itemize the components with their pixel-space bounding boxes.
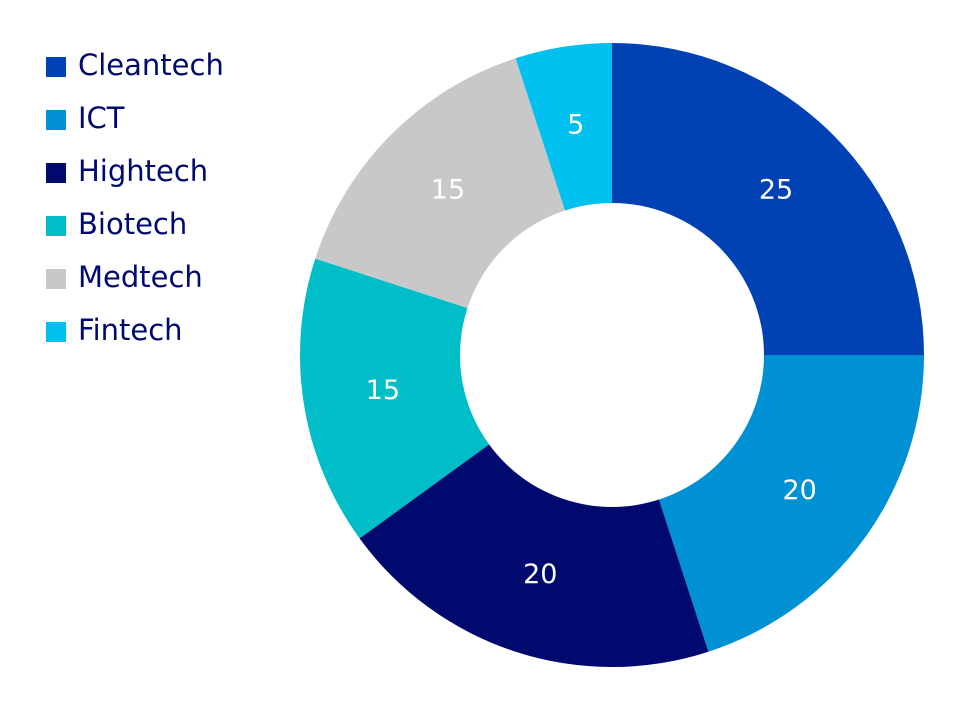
value-label: 5 [567, 109, 584, 140]
value-label: 25 [759, 174, 793, 205]
donut-slice [300, 258, 490, 539]
value-label: 15 [431, 174, 465, 205]
legend-text: ICT [78, 101, 125, 135]
legend-swatch [46, 216, 66, 236]
donut-slice [515, 43, 612, 211]
legend-text: Biotech [78, 207, 187, 241]
legend-text: Cleantech [78, 48, 224, 82]
donut-slice [658, 355, 924, 652]
legend-swatch [46, 322, 66, 342]
value-label: 20 [783, 475, 817, 506]
donut-slice [315, 58, 566, 309]
legend-swatch [46, 163, 66, 183]
legend-swatch [46, 269, 66, 289]
value-label: 15 [366, 375, 400, 406]
legend-text: Hightech [78, 154, 208, 188]
legend-text: Medtech [78, 260, 203, 294]
legend-swatch [46, 110, 66, 130]
legend-swatch [46, 57, 66, 77]
legend-text: Fintech [78, 313, 183, 347]
donut-slice [612, 43, 924, 355]
value-label: 20 [523, 559, 557, 590]
donut-slice [359, 444, 709, 668]
